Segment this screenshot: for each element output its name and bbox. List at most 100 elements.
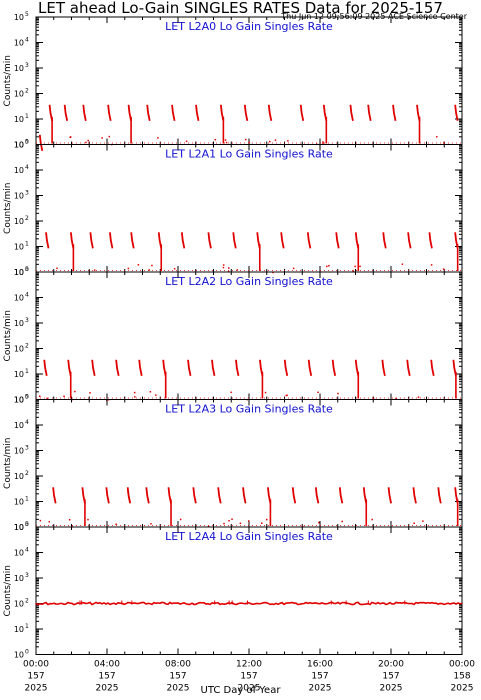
y-tick-label: 10 xyxy=(14,345,24,354)
data-point xyxy=(274,139,277,141)
data-point xyxy=(87,518,89,521)
y-tick-label: 10 xyxy=(14,141,24,150)
data-burst xyxy=(428,232,433,249)
data-burst xyxy=(430,359,435,377)
data-point xyxy=(248,141,250,144)
y-tick-label: 10 xyxy=(14,498,24,507)
data-point xyxy=(352,270,355,272)
data-burst xyxy=(367,104,372,122)
data-point xyxy=(430,264,433,266)
x-tick-label-time: 04:00 xyxy=(94,660,120,670)
y-tick-exponent: 4 xyxy=(25,164,29,171)
data-burst xyxy=(146,104,151,122)
y-tick-exponent: 3 xyxy=(25,572,29,579)
data-point xyxy=(244,138,247,141)
y-tick-exponent: 1 xyxy=(25,368,29,375)
data-burst xyxy=(306,232,312,249)
panel-frame xyxy=(35,271,463,400)
data-burst xyxy=(192,487,197,504)
data-burst xyxy=(280,232,285,249)
y-tick-label: 10 xyxy=(14,141,24,150)
data-burst xyxy=(138,359,143,377)
data-point xyxy=(214,138,217,141)
y-tick-exponent: 5 xyxy=(25,521,29,528)
y-tick-label: 10 xyxy=(14,115,24,124)
data-point xyxy=(38,395,41,398)
data-burst xyxy=(187,359,192,377)
data-point xyxy=(222,266,225,269)
x-axis-title: UTC Day of Year xyxy=(200,685,281,696)
y-tick-label: 10 xyxy=(14,64,24,73)
y-tick-exponent: 1 xyxy=(25,623,29,630)
data-point xyxy=(236,269,239,271)
y-tick-label: 10 xyxy=(14,319,24,328)
data-burst xyxy=(267,104,273,122)
y-tick-exponent: 1 xyxy=(25,113,29,120)
data-point xyxy=(222,264,225,266)
y-tick-label: 10 xyxy=(14,447,24,456)
x-tick-label-doy: 157 xyxy=(98,672,115,682)
data-burst xyxy=(45,232,50,249)
data-burst xyxy=(43,359,48,377)
data-point xyxy=(371,518,373,521)
data-burst xyxy=(211,359,216,377)
y-axis-title: Counts/min xyxy=(3,565,13,616)
y-tick-label: 10 xyxy=(14,549,24,558)
data-burst xyxy=(283,359,289,377)
y-tick-label: 10 xyxy=(14,523,24,532)
data-point xyxy=(354,265,356,268)
data-point xyxy=(157,137,159,139)
x-tick-label-year: 2025 xyxy=(238,684,261,694)
y-tick-label: 10 xyxy=(14,268,24,277)
y-tick-exponent: 5 xyxy=(25,394,29,401)
y-tick-exponent: 4 xyxy=(25,419,29,426)
data-point xyxy=(269,140,271,143)
data-point xyxy=(326,265,328,268)
data-point xyxy=(149,391,152,393)
y-tick-exponent: 1 xyxy=(25,241,29,248)
data-point xyxy=(134,396,136,398)
y-tick-exponent: 3 xyxy=(25,317,29,324)
x-tick-label-doy: 157 xyxy=(382,672,399,682)
data-burst xyxy=(109,232,114,249)
y-tick-exponent: 0 xyxy=(25,139,29,146)
data-point xyxy=(260,522,263,524)
y-tick-exponent: 5 xyxy=(25,139,29,146)
data-point xyxy=(179,518,182,521)
y-tick-exponent: 2 xyxy=(25,88,29,95)
data-burst xyxy=(171,104,176,122)
y-tick-label: 10 xyxy=(14,370,24,379)
data-point xyxy=(39,519,42,522)
y-tick-label: 10 xyxy=(14,39,24,48)
data-point xyxy=(341,520,343,523)
data-burst xyxy=(291,487,297,504)
data-point xyxy=(239,522,242,525)
data-point xyxy=(87,139,89,142)
data-burst xyxy=(243,104,249,122)
y-tick-exponent: 0 xyxy=(25,266,29,273)
data-point xyxy=(74,390,76,393)
x-tick-label-year: 2025 xyxy=(96,684,119,694)
data-point xyxy=(148,269,150,271)
y-tick-exponent: 3 xyxy=(25,445,29,452)
y-tick-label: 10 xyxy=(14,600,24,609)
y-tick-label: 10 xyxy=(14,472,24,481)
data-burst xyxy=(392,104,397,122)
y-tick-exponent: 3 xyxy=(25,190,29,197)
data-burst xyxy=(349,104,354,122)
data-burst xyxy=(63,104,69,122)
data-point xyxy=(137,263,140,266)
panel-frame xyxy=(35,144,463,273)
x-tick-label-time: 20:00 xyxy=(378,660,404,670)
data-point xyxy=(48,520,51,523)
panel-frame xyxy=(35,16,463,145)
panel-title: LET L2A3 Lo Gain Singles Rate xyxy=(165,403,333,416)
data-point xyxy=(85,141,87,144)
data-burst xyxy=(454,104,459,122)
data-burst xyxy=(407,232,412,249)
x-tick-label-year: 2025 xyxy=(167,684,190,694)
data-point xyxy=(266,518,268,521)
data-point xyxy=(151,264,153,267)
x-tick-label-time: 00:00 xyxy=(449,660,475,670)
x-tick-label-doy: 157 xyxy=(169,672,186,682)
